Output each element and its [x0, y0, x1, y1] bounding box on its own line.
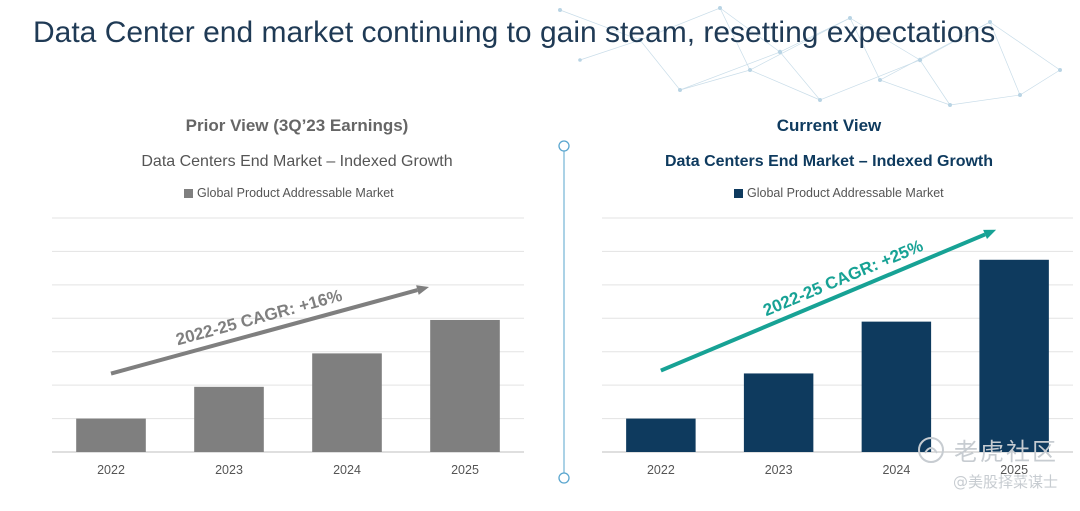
right-bar-2023: [743, 373, 814, 452]
right-chart-title: Data Centers End Market – Indexed Growth: [664, 153, 994, 170]
left-legend-swatch: [184, 188, 193, 198]
right-cagr-label: 2022-25 CAGR: +25%: [760, 236, 925, 320]
right-bar-2025: [979, 259, 1049, 452]
left-panel-heading: Prior View (3Q’23 Earnings): [185, 116, 409, 135]
right-tick-label-2025: 2025: [1000, 463, 1028, 477]
right-bar-2022: [626, 418, 696, 452]
left-cagr-arrowhead: [416, 285, 429, 295]
network-decoration: [558, 6, 1062, 107]
panel-divider: [558, 140, 570, 484]
right-bar-2024: [861, 321, 932, 452]
left-tick-label-2025: 2025: [451, 463, 479, 477]
left-bar-2023: [194, 386, 264, 452]
left-tick-label-2024: 2024: [333, 463, 361, 477]
right-legend-swatch: [734, 188, 743, 198]
right-tick-label-2024: 2024: [882, 463, 910, 477]
left-legend-label: Global Product Addressable Market: [197, 186, 394, 200]
left-tick-label-2022: 2022: [97, 463, 125, 477]
left-bar-2025: [430, 319, 500, 452]
right-tick-label-2022: 2022: [647, 463, 675, 477]
left-chart-title: Data Centers End Market – Indexed Growth: [141, 153, 453, 170]
watermark: 老虎社区 @美股择菜谋士: [916, 432, 1058, 492]
right-cagr-arrowhead: [983, 229, 997, 240]
right-legend-label: Global Product Addressable Market: [747, 186, 944, 200]
left-bar-2022: [76, 418, 146, 452]
left-cagr-arrow: [110, 288, 418, 376]
left-tick-label-2023: 2023: [215, 463, 243, 477]
right-panel-heading: Current View: [776, 116, 882, 135]
right-cagr-arrow: [660, 232, 986, 373]
right-legend: Global Product Addressable Market: [734, 186, 944, 200]
right-tick-label-2023: 2023: [765, 463, 793, 477]
tiger-logo-icon: [918, 436, 944, 463]
left-bar-2024: [312, 353, 382, 452]
watermark-logo-text: 老虎社区: [954, 438, 1058, 466]
watermark-handle: @美股择菜谋士: [952, 473, 1058, 491]
left-legend: Global Product Addressable Market: [184, 186, 394, 200]
page-title: Data Center end market continuing to gai…: [33, 16, 996, 49]
